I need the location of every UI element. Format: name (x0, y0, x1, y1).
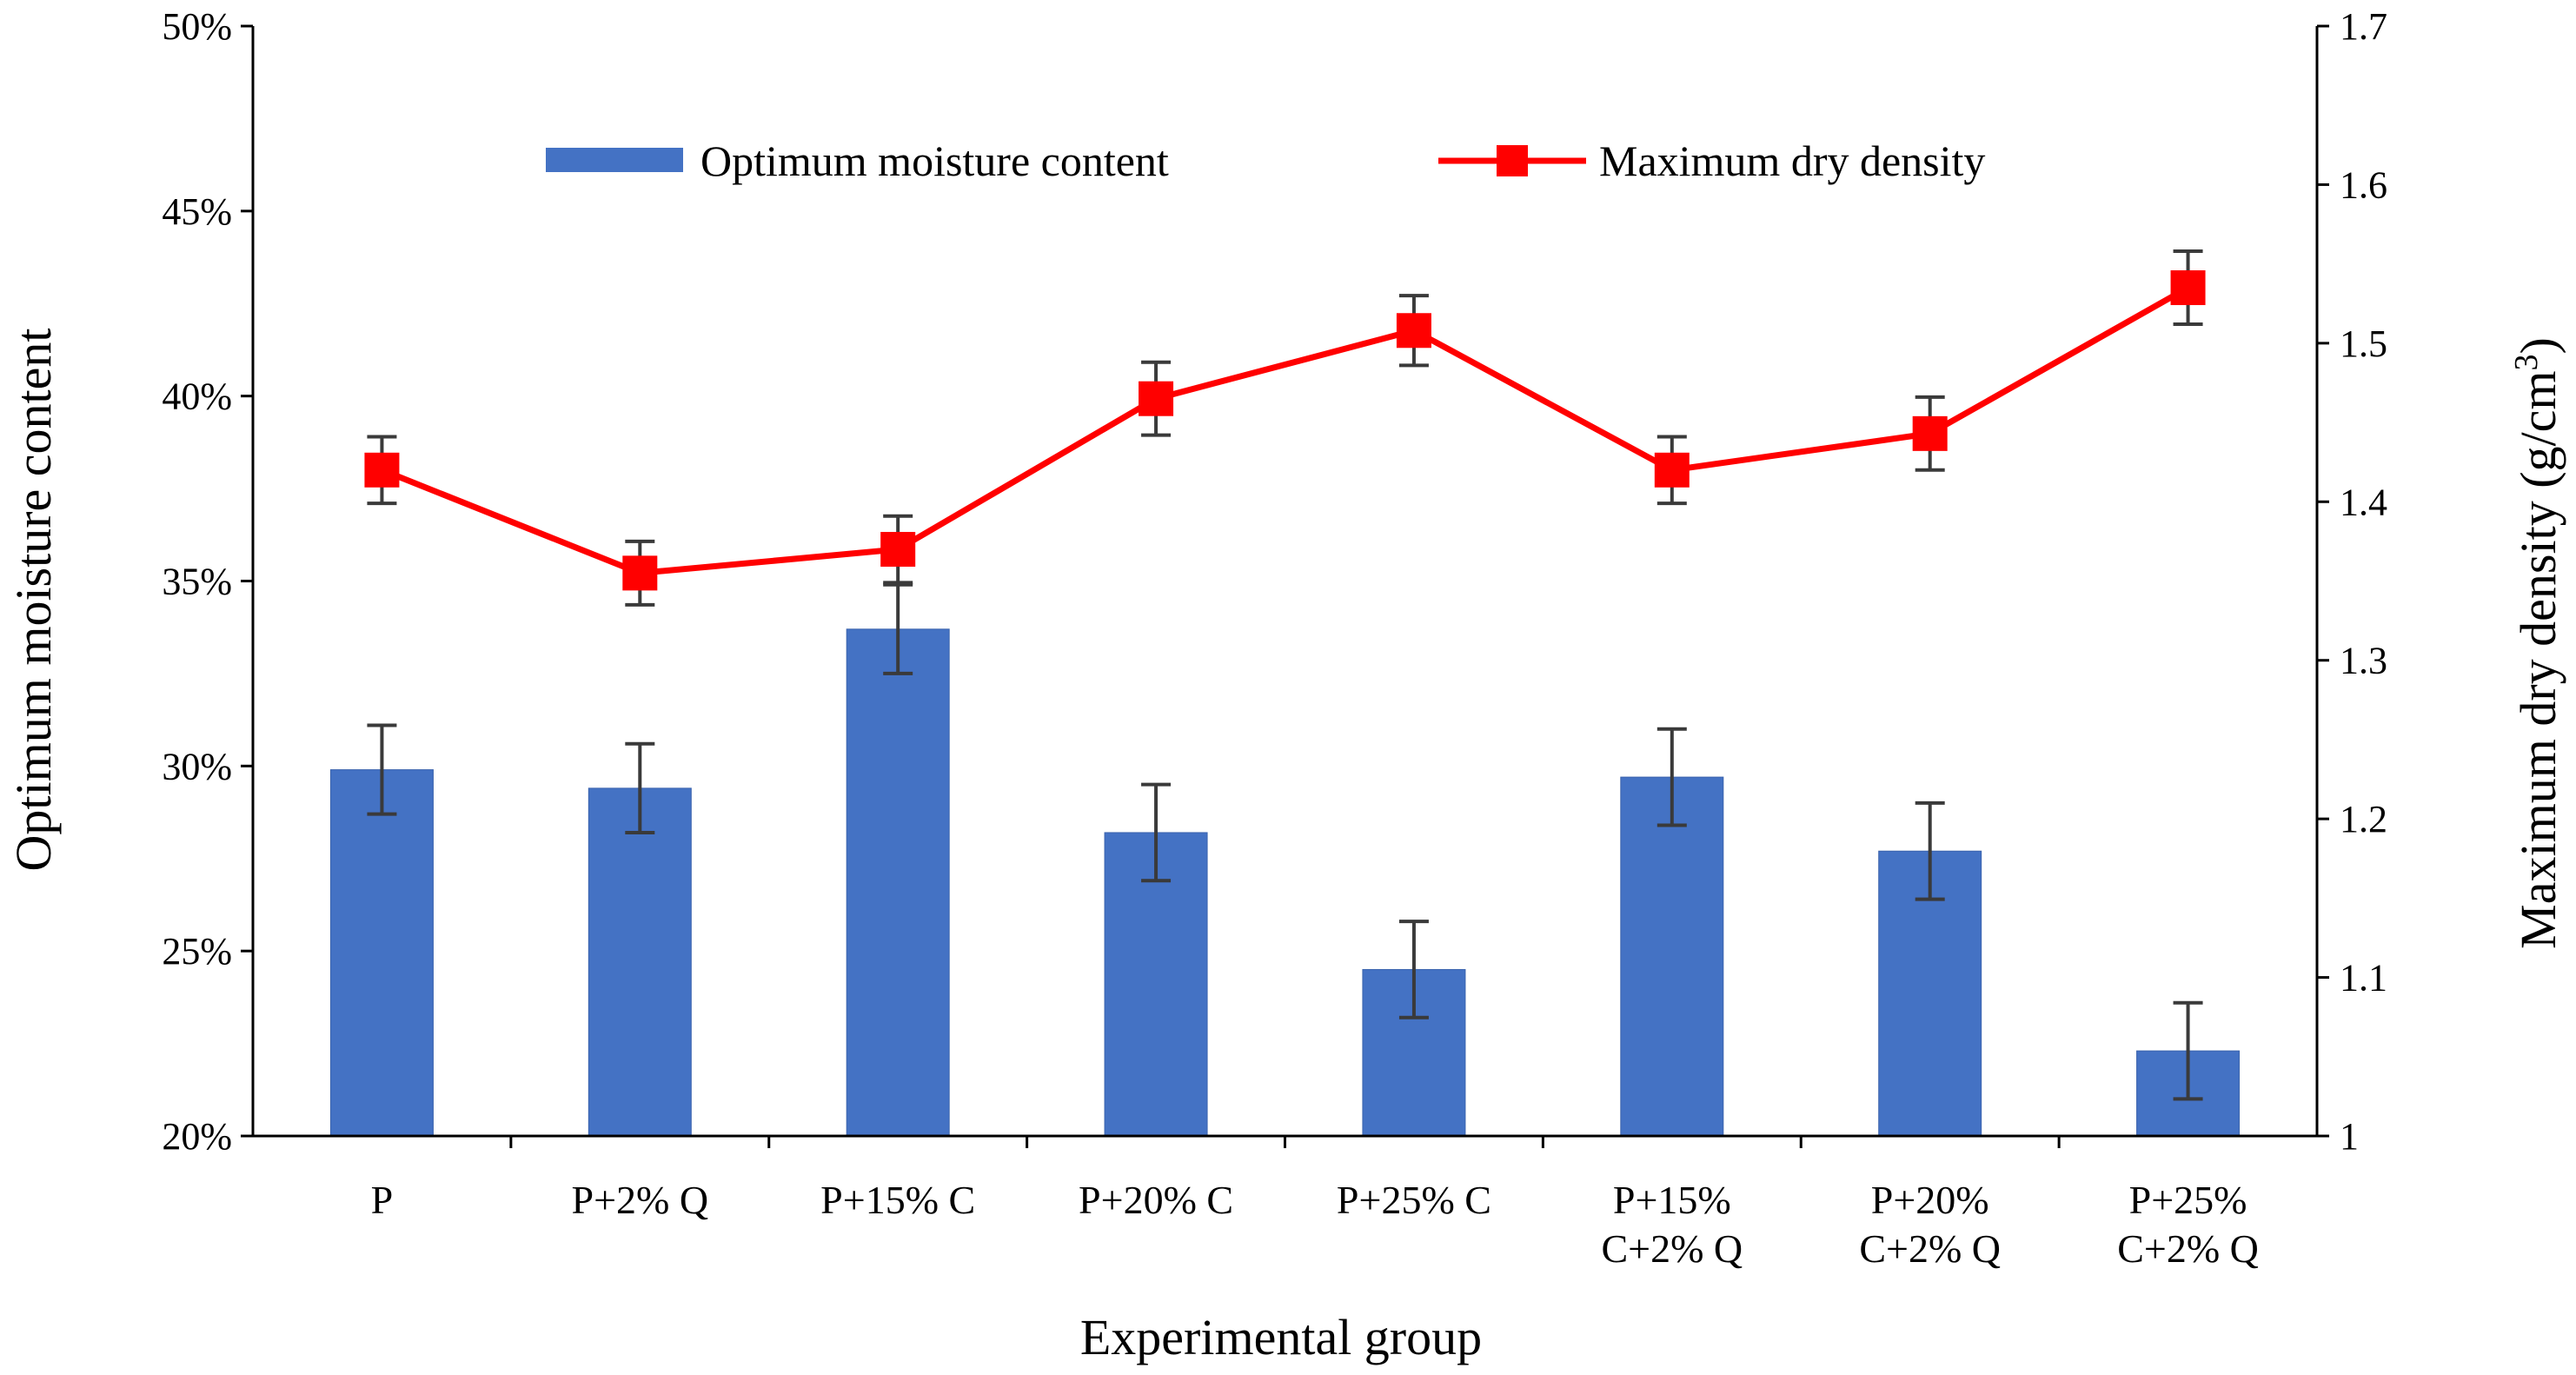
category-label: P (371, 1178, 394, 1222)
density-marker (1912, 415, 1948, 451)
bar (329, 769, 434, 1137)
left-tick-label: 50% (162, 5, 232, 48)
right-tick-label: 1.4 (2340, 481, 2387, 523)
bar (846, 628, 950, 1137)
bar (1104, 832, 1208, 1137)
legend-label-density: Maximum dry density (1599, 136, 1985, 185)
left-tick-label: 25% (162, 930, 232, 973)
density-line (381, 284, 2190, 576)
category-label: P+2% Q (572, 1178, 709, 1222)
right-tick-label: 1.3 (2340, 640, 2387, 682)
category-label: C+2% Q (1601, 1226, 1743, 1271)
bar (1620, 776, 1724, 1137)
density-marker (622, 555, 658, 591)
density-marker (1139, 381, 1174, 416)
right-axis-title: Maximum dry density (g/cm3) (2508, 337, 2566, 949)
category-label: C+2% Q (2117, 1226, 2259, 1271)
category-label: P+15% C (820, 1178, 975, 1222)
left-axis-title: Optimum moisture content (5, 328, 62, 871)
bar-error-bars (367, 582, 2203, 1101)
legend-label-moisture: Optimum moisture content (700, 136, 1169, 185)
line-markers (364, 270, 2206, 591)
x-axis-ticks: P P+2% Q P+15% C P+20% C P+25% C P+15%C+2% QP… (371, 1136, 2259, 1271)
category-label: P+25% C (1337, 1178, 1491, 1222)
category-label: C+2% Q (1859, 1226, 2001, 1271)
category-label: P+15% (1613, 1178, 1731, 1222)
legend: Optimum moisture content Maximum dry den… (546, 136, 1985, 185)
right-tick-label: 1.7 (2340, 5, 2387, 48)
right-tick-label: 1 (2340, 1115, 2359, 1158)
line-series (381, 284, 2190, 576)
category-label: P+25% (2129, 1178, 2247, 1222)
left-tick-label: 30% (162, 745, 232, 787)
legend-swatch-density-marker (1497, 145, 1528, 176)
legend-swatch-moisture (546, 148, 683, 172)
right-tick-label: 1.5 (2340, 322, 2387, 365)
left-tick-label: 40% (162, 375, 232, 418)
left-tick-label: 20% (162, 1115, 232, 1158)
category-label: P+20% (1871, 1178, 1989, 1222)
right-tick-label: 1.2 (2340, 798, 2387, 840)
density-marker (880, 532, 916, 568)
density-marker (1396, 313, 1431, 349)
left-axis-ticks: 20% 25% 30% 35% 40% 45% 50% (162, 5, 253, 1158)
category-label: P+20% C (1079, 1178, 1233, 1222)
bar (588, 787, 692, 1137)
density-marker (2170, 270, 2206, 306)
right-tick-label: 1.1 (2340, 957, 2387, 1000)
density-marker (364, 452, 400, 488)
bar-series (329, 628, 2241, 1137)
left-tick-label: 35% (162, 561, 232, 603)
left-tick-label: 45% (162, 190, 232, 233)
right-axis-ticks: 1 1.1 1.2 1.3 1.4 1.5 1.6 1.7 (2317, 5, 2387, 1158)
x-axis-title: Experimental group (1080, 1309, 1482, 1365)
density-marker (1654, 452, 1690, 488)
right-tick-label: 1.6 (2340, 163, 2387, 206)
